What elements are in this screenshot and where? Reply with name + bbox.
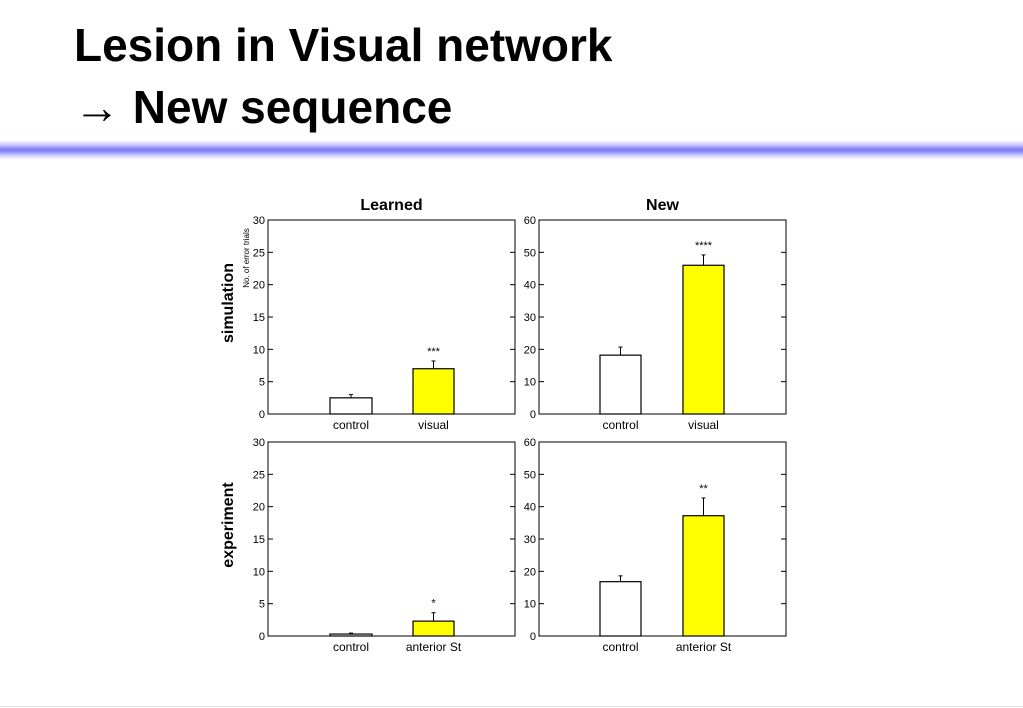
chart-panel-4: 0 10 20 30 40 50 60 control ** anterior St bbox=[524, 437, 787, 654]
y-tick-label: 10 bbox=[253, 344, 265, 356]
footer-divider bbox=[0, 706, 1023, 707]
y-tick-label: 0 bbox=[259, 631, 265, 643]
axes-frame bbox=[267, 219, 516, 415]
y-tick-label: 60 bbox=[524, 215, 536, 227]
y-tick-label: 30 bbox=[524, 312, 536, 324]
y-tick-label: 40 bbox=[524, 502, 536, 514]
y-tick-label: 10 bbox=[524, 599, 536, 611]
significance-marker: ** bbox=[699, 483, 708, 495]
significance-marker: *** bbox=[427, 346, 441, 358]
y-tick-label: 20 bbox=[524, 344, 536, 356]
y-tick-label: 15 bbox=[253, 312, 265, 324]
bar-control bbox=[599, 581, 642, 637]
bar-visual bbox=[682, 264, 725, 415]
y-tick-label: 30 bbox=[253, 215, 265, 227]
y-tick-label: 0 bbox=[530, 409, 536, 421]
y-tick-label: 10 bbox=[253, 566, 265, 578]
column-title: New bbox=[646, 197, 679, 214]
x-tick-label: visual bbox=[418, 418, 449, 432]
column-title: Learned bbox=[360, 197, 422, 214]
y-tick-label: 50 bbox=[524, 247, 536, 259]
x-tick-label: control bbox=[602, 640, 638, 654]
chart-panel-1: 0 5 10 15 20 25 30 control *** visual Learned simul… bbox=[220, 197, 516, 432]
y-tick-label: 10 bbox=[524, 377, 536, 389]
y-tick-label: 5 bbox=[259, 599, 265, 611]
significance-marker: * bbox=[431, 598, 436, 610]
x-tick-label: anterior St bbox=[406, 640, 462, 654]
y-tick-label: 15 bbox=[253, 534, 265, 546]
y-tick-label: 0 bbox=[259, 409, 265, 421]
y-tick-label: 30 bbox=[253, 437, 265, 449]
axes-frame bbox=[538, 219, 787, 415]
significance-marker: **** bbox=[695, 240, 713, 252]
x-tick-label: control bbox=[333, 418, 369, 432]
y-tick-label: 50 bbox=[524, 469, 536, 481]
title-divider bbox=[0, 140, 1023, 160]
y-tick-label: 0 bbox=[530, 631, 536, 643]
bar-control bbox=[329, 397, 373, 415]
axes-frame bbox=[538, 441, 787, 637]
y-tick-label: 25 bbox=[253, 247, 265, 259]
x-tick-label: anterior St bbox=[676, 640, 732, 654]
y-tick-label: 25 bbox=[253, 469, 265, 481]
y-tick-label: 40 bbox=[524, 280, 536, 292]
x-tick-label: control bbox=[602, 418, 638, 432]
y-tick-label: 30 bbox=[524, 534, 536, 546]
y-tick-label: 20 bbox=[253, 280, 265, 292]
y-tick-label: 20 bbox=[253, 502, 265, 514]
x-tick-label: visual bbox=[688, 418, 719, 432]
slide-title-line-1: Lesion in Visual network bbox=[74, 19, 613, 71]
bar-visual bbox=[412, 368, 455, 415]
bar-anterior-st bbox=[682, 515, 725, 637]
row-label: experiment bbox=[220, 482, 237, 568]
bar-anterior-st bbox=[412, 620, 455, 637]
row-label: simulation bbox=[220, 263, 237, 343]
y-tick-label: 60 bbox=[524, 437, 536, 449]
slide-title-line-2: → New sequence bbox=[74, 81, 453, 133]
y-tick-label: 20 bbox=[524, 566, 536, 578]
x-tick-label: control bbox=[333, 640, 369, 654]
chart-panel-2: 0 10 20 30 40 50 60 control **** visual New bbox=[524, 197, 787, 432]
y-tick-label: 5 bbox=[259, 377, 265, 389]
slide-title: Lesion in Visual network → New sequence bbox=[74, 14, 613, 138]
axes-frame bbox=[267, 441, 516, 637]
y-axis-label: No. of error trials bbox=[242, 228, 251, 288]
bar-control bbox=[599, 354, 642, 415]
chart-panel-3: 0 5 10 15 20 25 30 control * anterior St experimen… bbox=[220, 437, 516, 654]
